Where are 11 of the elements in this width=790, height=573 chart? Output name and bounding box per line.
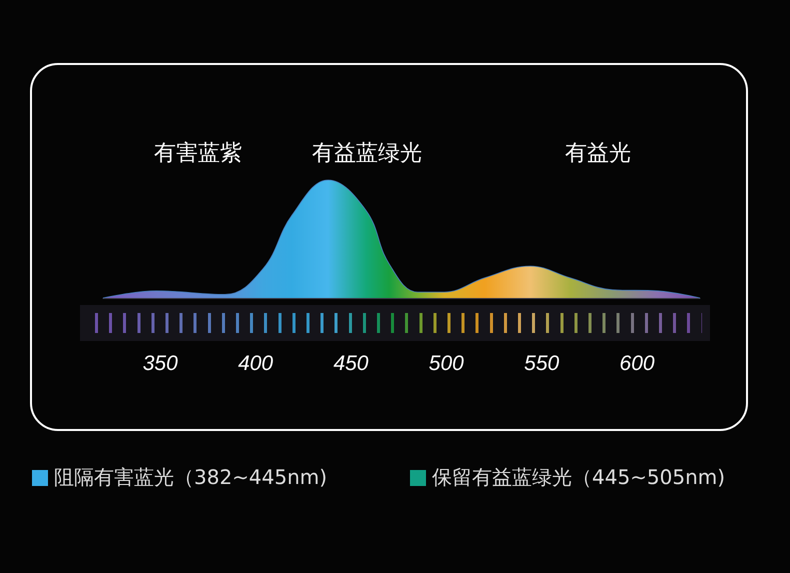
text: 有害蓝紫 — [153, 140, 243, 168]
text: 阻隔有害蓝光（382~445nm) — [54, 464, 328, 491]
x-tick-label: 400 — [238, 352, 274, 375]
x-tick-label: 500 — [428, 352, 464, 375]
text: 有益光 — [564, 140, 632, 168]
text: 保留有益蓝绿光（445~505nm) — [432, 464, 726, 491]
x-tick-label: 600 — [620, 352, 655, 375]
x-tick-label: 350 — [142, 352, 178, 375]
x-tick-label: 450 — [333, 352, 369, 375]
x-tick-label: 550 — [524, 352, 560, 375]
text: 有益蓝绿光 — [311, 140, 423, 168]
